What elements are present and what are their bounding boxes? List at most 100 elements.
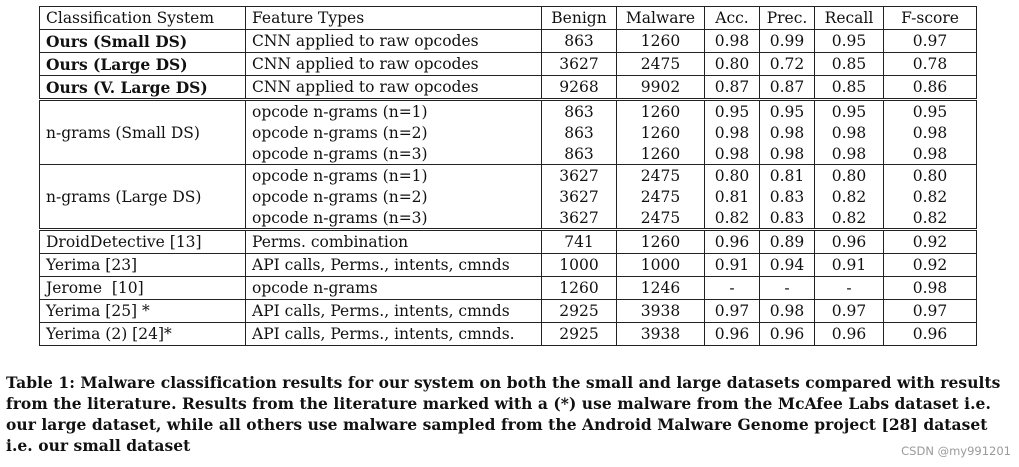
table-row: Yerima [25] * API calls, Perms., intents… [39,299,977,323]
prec-cell: 0.94 [759,253,815,277]
fscore-cell: 0.82 [883,186,977,207]
acc-cell: 0.87 [704,75,760,100]
recall-cell: 0.96 [814,322,884,346]
benign-cell: 863 [541,29,617,53]
header-prec: Prec. [759,6,815,30]
acc-cell: 0.80 [704,52,760,76]
table-row: Ours (Small DS) CNN applied to raw opcod… [39,29,977,53]
recall-cell: 0.97 [814,299,884,323]
benign-cell: 2925 [541,299,617,323]
acc-cell: 0.98 [704,29,760,53]
system-cell: DroidDetective [13] [39,228,246,254]
benign-cell: 741 [541,228,617,254]
acc-cell: 0.97 [704,299,760,323]
literature-group: DroidDetective [13] Perms. combination 7… [39,228,977,346]
prec-cell: 0.96 [759,322,815,346]
features-cell: opcode n-grams (n=2) [245,122,542,143]
malware-cell: 1260 [616,143,705,165]
table-row: opcode n-grams (n=3) 863 1260 0.98 0.98 … [40,143,977,165]
table-row: Ours (V. Large DS) CNN applied to raw op… [39,75,977,100]
watermark: CSDN @my991201 [901,444,1011,458]
acc-cell: 0.96 [704,228,760,254]
header-malware: Malware [616,6,705,30]
prec-cell: 0.72 [759,52,815,76]
ours-group: Ours (Small DS) CNN applied to raw opcod… [39,29,977,100]
table-row: n-grams (Small DS) opcode n-grams (n=1) … [39,98,977,165]
acc-cell: 0.98 [704,122,760,143]
prec-cell: - [759,276,815,300]
table-row: opcode n-grams (n=3) 3627 2475 0.82 0.83… [40,207,977,230]
recall-cell: 0.80 [814,164,884,186]
prec-cell: 0.95 [759,98,815,122]
fscore-cell: 0.96 [883,322,977,346]
malware-cell: 1260 [616,98,705,122]
header-acc: Acc. [704,6,760,30]
benign-cell: 863 [541,143,617,165]
prec-cell: 0.98 [759,122,815,143]
recall-cell: 0.95 [814,98,884,122]
malware-cell: 2475 [616,186,705,207]
table-row: Ours (Large DS) CNN applied to raw opcod… [39,52,977,76]
table-row: DroidDetective [13] Perms. combination 7… [39,228,977,254]
table-row: Yerima (2) [24]* API calls, Perms., inte… [39,322,977,346]
malware-cell: 1000 [616,253,705,277]
header-classification-system: Classification System [39,6,246,30]
system-cell: Yerima (2) [24]* [39,322,246,346]
acc-cell: 0.82 [704,207,760,230]
features-cell: API calls, Perms., intents, cmnds [245,299,542,323]
features-cell: CNN applied to raw opcodes [245,75,542,100]
recall-cell: 0.98 [814,143,884,165]
malware-cell: 9902 [616,75,705,100]
recall-cell: 0.91 [814,253,884,277]
system-cell: Yerima [23] [39,253,246,277]
recall-cell: 0.82 [814,186,884,207]
results-table: Classification System Feature Types Beni… [39,6,977,346]
prec-cell: 0.98 [759,143,815,165]
benign-cell: 9268 [541,75,617,100]
fscore-cell: 0.98 [883,122,977,143]
fscore-cell: 0.98 [883,143,977,165]
header-fscore: F-score [883,6,977,30]
system-cell: Ours (Small DS) [39,29,246,53]
prec-cell: 0.83 [759,207,815,230]
system-cell: Jerome [10] [39,276,246,300]
recall-cell: 0.85 [814,52,884,76]
acc-cell: 0.95 [704,98,760,122]
acc-cell: 0.96 [704,322,760,346]
features-cell: Perms. combination [245,228,542,254]
features-cell: API calls, Perms., intents, cmnds [245,253,542,277]
benign-cell: 3627 [541,164,617,186]
benign-cell: 1000 [541,253,617,277]
features-cell: opcode n-grams (n=2) [245,186,542,207]
header-recall: Recall [814,6,884,30]
features-cell: opcode n-grams (n=3) [245,143,542,165]
ngram-small-group: n-grams (Small DS) opcode n-grams (n=1) … [39,98,977,165]
features-cell: CNN applied to raw opcodes [245,52,542,76]
ngram-large-group: n-grams (Large DS) opcode n-grams (n=1) … [39,164,977,230]
fscore-cell: 0.97 [883,29,977,53]
malware-cell: 1260 [616,29,705,53]
acc-cell: 0.91 [704,253,760,277]
fscore-cell: 0.92 [883,228,977,254]
prec-cell: 0.83 [759,186,815,207]
table-header: Classification System Feature Types Beni… [39,6,977,30]
recall-cell: - [814,276,884,300]
fscore-cell: 0.98 [883,276,977,300]
benign-cell: 3627 [541,186,617,207]
fscore-cell: 0.78 [883,52,977,76]
malware-cell: 1260 [616,228,705,254]
acc-cell: 0.98 [704,143,760,165]
header-feature-types: Feature Types [245,6,542,30]
table-row: Jerome [10] opcode n-grams 1260 1246 - -… [39,276,977,300]
system-cell: n-grams (Large DS) [39,164,246,230]
recall-cell: 0.85 [814,75,884,100]
malware-cell: 3938 [616,322,705,346]
fscore-cell: 0.86 [883,75,977,100]
features-cell: opcode n-grams (n=1) [245,164,542,186]
fscore-cell: 0.97 [883,299,977,323]
benign-cell: 3627 [541,52,617,76]
features-cell: opcode n-grams (n=1) [245,98,542,122]
recall-cell: 0.98 [814,122,884,143]
malware-cell: 2475 [616,52,705,76]
prec-cell: 0.81 [759,164,815,186]
